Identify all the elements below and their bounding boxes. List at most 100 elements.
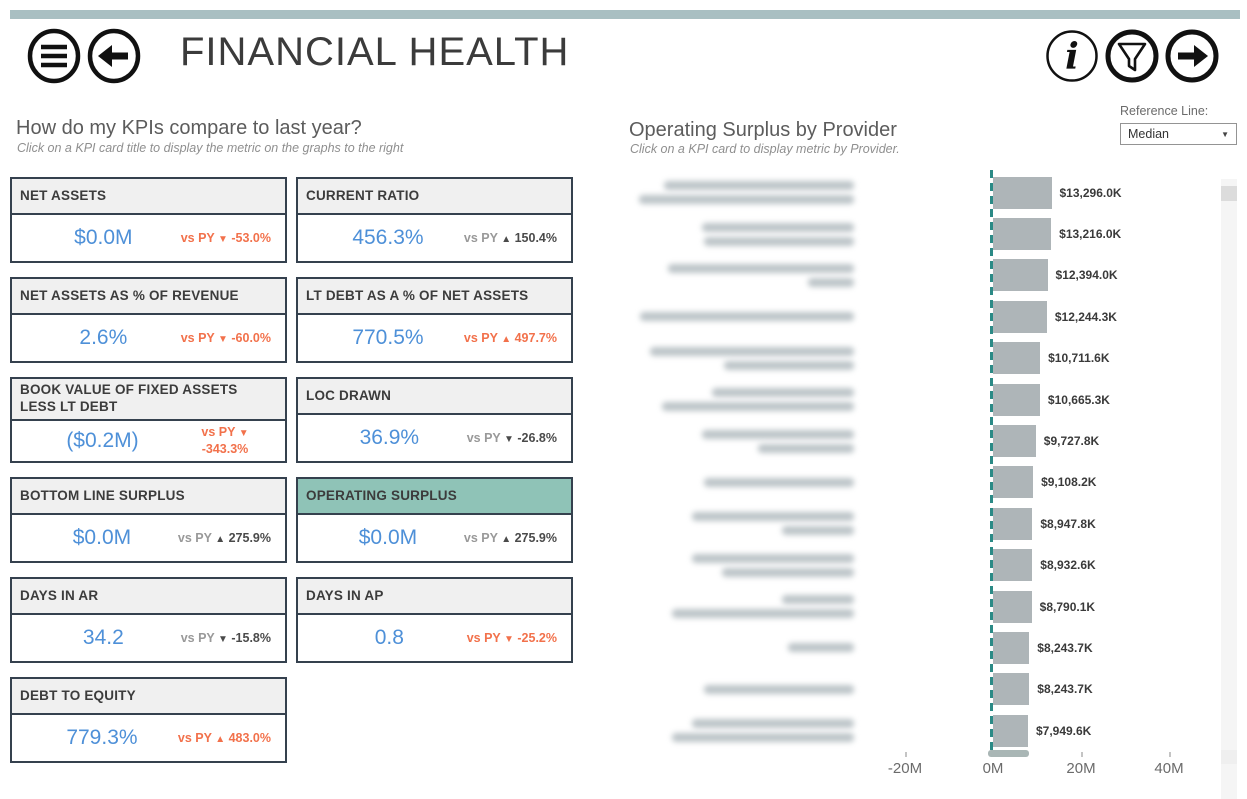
redacted-text-line bbox=[668, 263, 854, 273]
horizontal-scrollbar-thumb[interactable] bbox=[988, 750, 1029, 757]
vs-py-label: vs PY bbox=[466, 431, 501, 445]
reference-line-dropdown[interactable]: Median ▼ bbox=[1120, 123, 1237, 145]
bar[interactable] bbox=[993, 218, 1052, 251]
kpi-card-body: 779.3% vs PY ▲ 483.0% bbox=[12, 715, 285, 761]
bar[interactable] bbox=[993, 714, 1028, 747]
chart-row[interactable]: $9,727.8K bbox=[628, 420, 1216, 461]
redacted-text-line bbox=[702, 222, 854, 232]
vs-py-label: vs PY bbox=[177, 531, 212, 545]
kpi-card-title: LOC DRAWN bbox=[306, 387, 392, 403]
vs-py-label: vs PY bbox=[180, 631, 215, 645]
kpi-card-title: DAYS IN AP bbox=[306, 587, 384, 603]
filter-icon[interactable] bbox=[1104, 28, 1160, 84]
x-axis-tick bbox=[1169, 752, 1171, 757]
bar[interactable] bbox=[993, 259, 1048, 292]
menu-icon[interactable] bbox=[26, 28, 82, 84]
bar[interactable] bbox=[993, 383, 1040, 416]
chart-row[interactable]: $13,296.0K bbox=[628, 172, 1216, 213]
kpi-delta: vs PY ▲ 483.0% bbox=[178, 731, 275, 745]
delta-percent: -53.0% bbox=[231, 231, 271, 245]
chart-row[interactable]: $12,244.3K bbox=[628, 296, 1216, 337]
kpi-card-title: NET ASSETS bbox=[20, 187, 107, 203]
kpi-card-title-bar[interactable]: NET ASSETS bbox=[12, 179, 285, 215]
redacted-text-line bbox=[782, 526, 854, 536]
kpi-value: ($0.2M) bbox=[66, 428, 139, 452]
bar[interactable] bbox=[993, 673, 1030, 706]
kpi-delta: vs PY ▲ 150.4% bbox=[464, 231, 561, 245]
kpi-card[interactable]: CURRENT RATIO 456.3% vs PY ▲ 150.4% bbox=[296, 177, 573, 263]
kpi-card[interactable]: BOOK VALUE OF FIXED ASSETS LESS LT DEBT … bbox=[10, 377, 287, 463]
bar[interactable] bbox=[993, 507, 1033, 540]
kpi-card-title-bar[interactable]: LT DEBT AS A % OF NET ASSETS bbox=[298, 279, 571, 315]
chart-row[interactable]: $8,243.7K bbox=[628, 627, 1216, 668]
back-arrow-icon[interactable] bbox=[86, 28, 142, 84]
chart-row[interactable]: $8,947.8K bbox=[628, 503, 1216, 544]
kpi-card[interactable]: DAYS IN AR 34.2 vs PY ▼ -15.8% bbox=[10, 577, 287, 663]
bar[interactable] bbox=[993, 631, 1030, 664]
vertical-scrollbar-track[interactable] bbox=[1221, 179, 1237, 799]
kpi-delta: vs PY ▲ 497.7% bbox=[464, 331, 561, 345]
kpi-card-title-bar[interactable]: LOC DRAWN bbox=[298, 379, 571, 415]
bar[interactable] bbox=[993, 176, 1052, 209]
row-plot-area: $12,394.0K bbox=[868, 255, 1216, 296]
chart-row[interactable]: $13,216.0K bbox=[628, 213, 1216, 254]
info-icon[interactable]: i bbox=[1044, 28, 1100, 84]
chart-row[interactable]: $8,243.7K bbox=[628, 669, 1216, 710]
delta-percent: -15.8% bbox=[231, 631, 271, 645]
top-accent-bar bbox=[10, 10, 1240, 19]
kpi-section-subtitle: Click on a KPI card title to display the… bbox=[17, 141, 404, 155]
kpi-card-body: 2.6% vs PY ▼ -60.0% bbox=[12, 315, 285, 361]
kpi-card-title-bar[interactable]: BOTTOM LINE SURPLUS bbox=[12, 479, 285, 515]
chart-row[interactable]: $12,394.0K bbox=[628, 255, 1216, 296]
redacted-text-line bbox=[640, 312, 854, 322]
kpi-card[interactable]: BOTTOM LINE SURPLUS $0.0M vs PY ▲ 275.9% bbox=[10, 477, 287, 563]
bar[interactable] bbox=[993, 590, 1032, 623]
chart-row[interactable]: $9,108.2K bbox=[628, 462, 1216, 503]
chart-row[interactable]: $10,711.6K bbox=[628, 338, 1216, 379]
x-axis-tick bbox=[1081, 752, 1083, 757]
row-plot-area: $9,108.2K bbox=[868, 462, 1216, 503]
kpi-card[interactable]: DAYS IN AP 0.8 vs PY ▼ -25.2% bbox=[296, 577, 573, 663]
bar[interactable] bbox=[993, 300, 1047, 333]
x-axis-tick-label: 40M bbox=[1154, 760, 1184, 777]
redacted-text-line bbox=[808, 277, 854, 287]
bar[interactable] bbox=[993, 466, 1034, 499]
chart-row[interactable]: $7,949.6K bbox=[628, 710, 1216, 751]
delta-percent: 497.7% bbox=[514, 331, 557, 345]
delta-percent: 150.4% bbox=[514, 231, 557, 245]
chart-row[interactable]: $10,665.3K bbox=[628, 379, 1216, 420]
bar[interactable] bbox=[993, 425, 1036, 458]
delta-arrow-icon: ▲ bbox=[215, 734, 226, 745]
kpi-card[interactable]: LOC DRAWN 36.9% vs PY ▼ -26.8% bbox=[296, 377, 573, 463]
vertical-scrollbar-thumb[interactable] bbox=[1221, 186, 1237, 201]
bar[interactable] bbox=[993, 549, 1033, 582]
redacted-text-line bbox=[724, 360, 854, 370]
kpi-card-title-bar[interactable]: BOOK VALUE OF FIXED ASSETS LESS LT DEBT bbox=[12, 379, 285, 421]
bar-value-label: $9,108.2K bbox=[1041, 475, 1097, 490]
row-plot-area: $10,711.6K bbox=[868, 338, 1216, 379]
kpi-card-title-bar[interactable]: DEBT TO EQUITY bbox=[12, 679, 285, 715]
delta-arrow-icon: ▼ bbox=[218, 234, 228, 245]
delta-arrow-icon: ▼ bbox=[504, 434, 514, 445]
kpi-card-title-bar[interactable]: NET ASSETS AS % OF REVENUE bbox=[12, 279, 285, 315]
kpi-card[interactable]: NET ASSETS $0.0M vs PY ▼ -53.0% bbox=[10, 177, 287, 263]
kpi-card-title: BOOK VALUE OF FIXED ASSETS LESS LT DEBT bbox=[20, 382, 238, 414]
kpi-value: $0.0M bbox=[74, 226, 133, 249]
kpi-card-title-bar[interactable]: DAYS IN AP bbox=[298, 579, 571, 615]
chart-row[interactable]: $8,932.6K bbox=[628, 545, 1216, 586]
bar-value-label: $8,790.1K bbox=[1039, 599, 1096, 614]
kpi-card-title-bar[interactable]: OPERATING SURPLUS bbox=[298, 479, 571, 515]
redacted-text-line bbox=[672, 609, 854, 619]
chart-row[interactable]: $8,790.1K bbox=[628, 586, 1216, 627]
next-arrow-icon[interactable] bbox=[1164, 28, 1220, 84]
kpi-card[interactable]: LT DEBT AS A % OF NET ASSETS 770.5% vs P… bbox=[296, 277, 573, 363]
bar[interactable] bbox=[993, 342, 1041, 375]
kpi-grid: NET ASSETS $0.0M vs PY ▼ -53.0% CURRENT … bbox=[10, 177, 573, 763]
kpi-card-title-bar[interactable]: CURRENT RATIO bbox=[298, 179, 571, 215]
kpi-card[interactable]: OPERATING SURPLUS $0.0M vs PY ▲ 275.9% bbox=[296, 477, 573, 563]
kpi-delta: vs PY ▲ 275.9% bbox=[464, 531, 561, 545]
kpi-value: 34.2 bbox=[82, 626, 124, 649]
kpi-card[interactable]: DEBT TO EQUITY 779.3% vs PY ▲ 483.0% bbox=[10, 677, 287, 763]
kpi-card-title-bar[interactable]: DAYS IN AR bbox=[12, 579, 285, 615]
kpi-card[interactable]: NET ASSETS AS % OF REVENUE 2.6% vs PY ▼ … bbox=[10, 277, 287, 363]
